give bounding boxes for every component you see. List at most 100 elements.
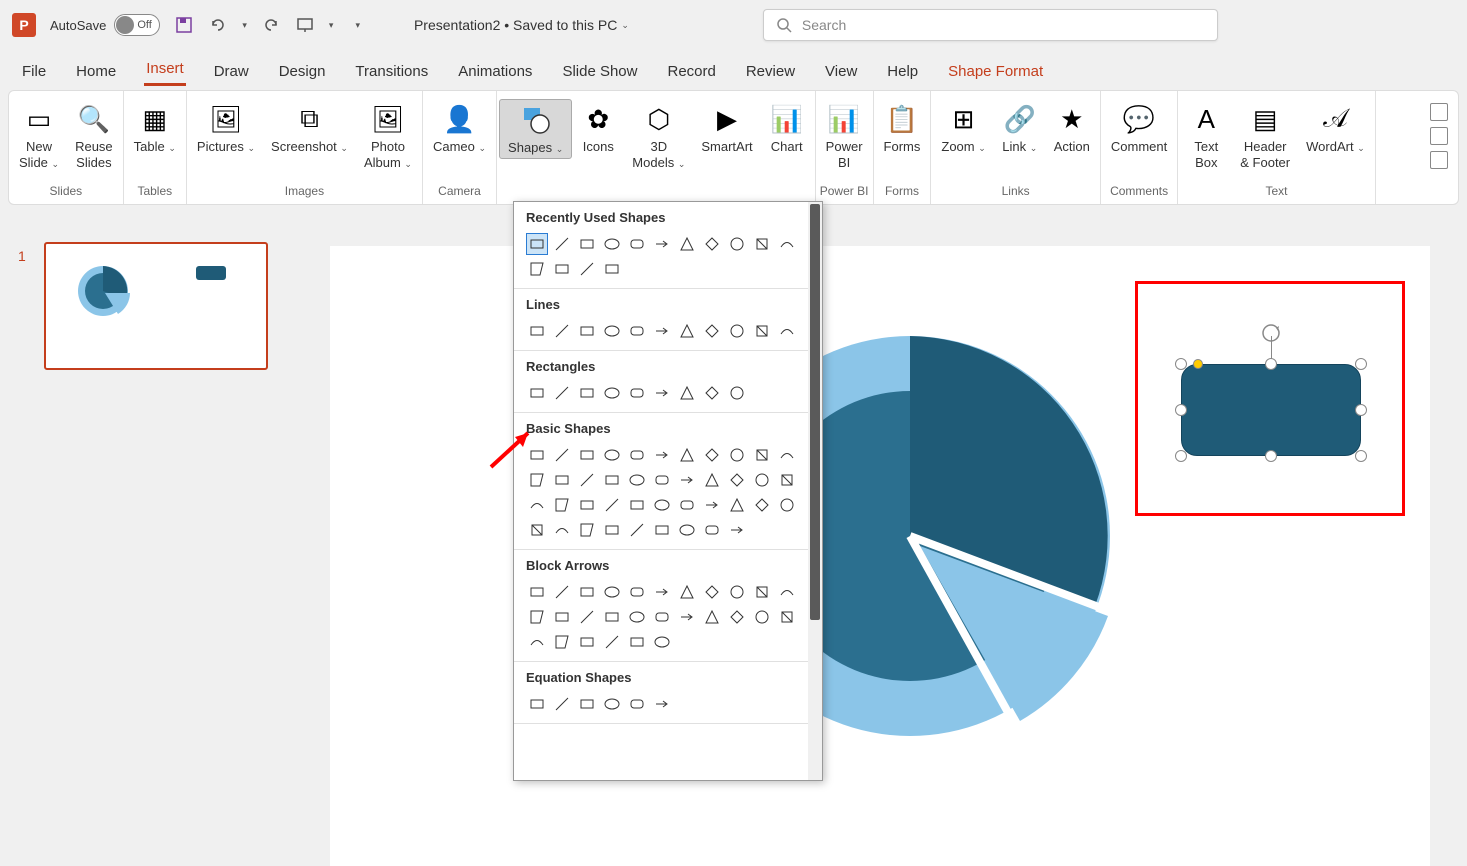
slide-canvas[interactable] bbox=[330, 246, 1430, 866]
text-box-button[interactable]: ATextBox bbox=[1180, 99, 1232, 172]
pictures-button[interactable]: 🖼Pictures ⌄ bbox=[189, 99, 263, 157]
shape-option[interactable] bbox=[701, 581, 723, 603]
shape-option[interactable] bbox=[551, 494, 573, 516]
autosave-toggle[interactable]: AutoSave Off bbox=[50, 14, 160, 36]
undo-icon[interactable] bbox=[208, 15, 228, 35]
shape-option[interactable] bbox=[526, 581, 548, 603]
redo-icon[interactable] bbox=[261, 15, 281, 35]
shape-option[interactable] bbox=[751, 320, 773, 342]
screenshot-button[interactable]: ⧉Screenshot ⌄ bbox=[263, 99, 356, 157]
date-time-icon[interactable] bbox=[1430, 103, 1448, 121]
zoom-button[interactable]: ⊞Zoom ⌄ bbox=[933, 99, 993, 157]
slide-number-icon[interactable] bbox=[1430, 127, 1448, 145]
tab-slide-show[interactable]: Slide Show bbox=[560, 57, 639, 86]
shape-option[interactable] bbox=[576, 631, 598, 653]
new-slide-button[interactable]: ▭NewSlide ⌄ bbox=[11, 99, 67, 172]
resize-handle-e[interactable] bbox=[1355, 404, 1367, 416]
shape-option[interactable] bbox=[626, 444, 648, 466]
shape-option[interactable] bbox=[701, 606, 723, 628]
shape-option[interactable] bbox=[676, 494, 698, 516]
shape-option[interactable] bbox=[701, 320, 723, 342]
shape-option[interactable] bbox=[551, 233, 573, 255]
shape-option[interactable] bbox=[601, 469, 623, 491]
shape-option[interactable] bbox=[651, 469, 673, 491]
shape-option[interactable] bbox=[576, 382, 598, 404]
tab-insert[interactable]: Insert bbox=[144, 54, 186, 86]
tab-record[interactable]: Record bbox=[665, 57, 717, 86]
shape-option[interactable] bbox=[726, 444, 748, 466]
tab-draw[interactable]: Draw bbox=[212, 57, 251, 86]
shape-option[interactable] bbox=[526, 519, 548, 541]
shape-option[interactable] bbox=[526, 494, 548, 516]
header-&-footer-button[interactable]: ▤Header& Footer bbox=[1232, 99, 1298, 172]
resize-handle-w[interactable] bbox=[1175, 404, 1187, 416]
selected-rounded-rectangle[interactable] bbox=[1181, 364, 1361, 456]
shape-option[interactable] bbox=[776, 233, 798, 255]
object-icon[interactable] bbox=[1430, 151, 1448, 169]
shape-option[interactable] bbox=[601, 494, 623, 516]
present-dropdown[interactable]: ▾ bbox=[329, 20, 334, 31]
shape-option[interactable] bbox=[601, 606, 623, 628]
shape-option[interactable] bbox=[701, 233, 723, 255]
shape-option[interactable] bbox=[551, 382, 573, 404]
adjustment-handle[interactable] bbox=[1193, 359, 1203, 369]
shape-option[interactable] bbox=[676, 382, 698, 404]
smartart-button[interactable]: ▶SmartArt bbox=[693, 99, 760, 157]
shape-option[interactable] bbox=[551, 693, 573, 715]
shape-option[interactable] bbox=[676, 233, 698, 255]
shape-option[interactable] bbox=[576, 693, 598, 715]
shape-option[interactable] bbox=[776, 320, 798, 342]
shape-option[interactable] bbox=[576, 581, 598, 603]
shape-option[interactable] bbox=[676, 519, 698, 541]
shape-option[interactable] bbox=[601, 382, 623, 404]
cameo-button[interactable]: 👤Cameo ⌄ bbox=[425, 99, 494, 157]
shape-option[interactable] bbox=[576, 519, 598, 541]
link-button[interactable]: 🔗Link ⌄ bbox=[994, 99, 1046, 157]
shape-option[interactable] bbox=[551, 606, 573, 628]
shape-option[interactable] bbox=[576, 320, 598, 342]
shape-option[interactable] bbox=[776, 494, 798, 516]
tab-animations[interactable]: Animations bbox=[456, 57, 534, 86]
shape-option[interactable] bbox=[526, 258, 548, 280]
shape-option[interactable] bbox=[651, 233, 673, 255]
shape-option[interactable] bbox=[601, 233, 623, 255]
tab-help[interactable]: Help bbox=[885, 57, 920, 86]
shape-option[interactable] bbox=[551, 444, 573, 466]
undo-dropdown[interactable]: ▾ bbox=[242, 20, 247, 31]
shape-option[interactable] bbox=[551, 631, 573, 653]
shape-option[interactable] bbox=[776, 444, 798, 466]
tab-design[interactable]: Design bbox=[277, 57, 328, 86]
shape-option[interactable] bbox=[651, 581, 673, 603]
shape-option[interactable] bbox=[651, 494, 673, 516]
shape-option[interactable] bbox=[576, 469, 598, 491]
shape-option[interactable] bbox=[726, 233, 748, 255]
shape-option[interactable] bbox=[526, 693, 548, 715]
resize-handle-nw[interactable] bbox=[1175, 358, 1187, 370]
shape-option[interactable] bbox=[751, 444, 773, 466]
scrollbar[interactable] bbox=[808, 202, 822, 780]
shape-option[interactable] bbox=[651, 693, 673, 715]
shape-option[interactable] bbox=[701, 444, 723, 466]
shape-option[interactable] bbox=[701, 519, 723, 541]
shape-option[interactable] bbox=[601, 581, 623, 603]
resize-handle-sw[interactable] bbox=[1175, 450, 1187, 462]
shape-option[interactable] bbox=[526, 382, 548, 404]
wordart-button[interactable]: 𝒜WordArt ⌄ bbox=[1298, 99, 1373, 157]
shape-option[interactable] bbox=[726, 469, 748, 491]
shapes-button[interactable]: Shapes ⌄ bbox=[499, 99, 572, 159]
shape-option[interactable] bbox=[601, 631, 623, 653]
shape-option[interactable] bbox=[626, 693, 648, 715]
shape-option[interactable] bbox=[701, 494, 723, 516]
shape-option[interactable] bbox=[651, 606, 673, 628]
shape-option[interactable] bbox=[601, 519, 623, 541]
icons-button[interactable]: ✿Icons bbox=[572, 99, 624, 157]
shape-option[interactable] bbox=[601, 258, 623, 280]
shape-option[interactable] bbox=[601, 693, 623, 715]
shape-option[interactable] bbox=[626, 382, 648, 404]
present-icon[interactable] bbox=[295, 15, 315, 35]
shape-option[interactable] bbox=[676, 606, 698, 628]
reuse-slides-button[interactable]: 🔍ReuseSlides bbox=[67, 99, 121, 172]
comment-button[interactable]: 💬Comment bbox=[1103, 99, 1175, 157]
shape-option[interactable] bbox=[726, 494, 748, 516]
tab-file[interactable]: File bbox=[20, 57, 48, 86]
